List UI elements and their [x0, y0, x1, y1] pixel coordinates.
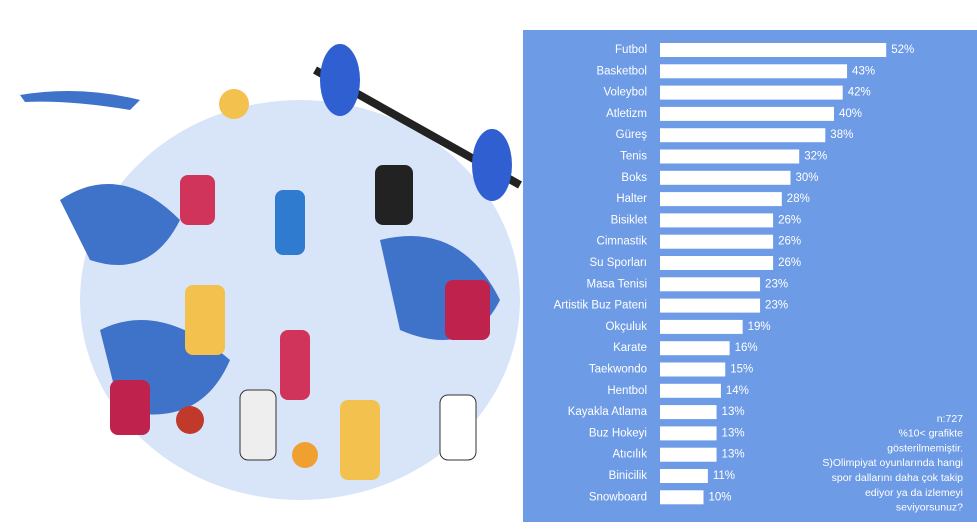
category-label: Atletizm [606, 108, 647, 120]
athlete [439, 394, 477, 461]
value-label: 23% [765, 278, 788, 290]
note: S)Olimpiyat oyunlarında hangi [822, 457, 963, 469]
note: gösterilmemiştir. [887, 442, 963, 454]
bar [660, 362, 726, 377]
bar [660, 85, 843, 100]
category-label: Artistik Buz Pateni [554, 300, 647, 312]
note: ediyor ya da izlemeyi [865, 487, 963, 499]
value-label: 32% [804, 151, 827, 163]
athlete [185, 285, 225, 355]
athlete [340, 400, 380, 480]
bar [660, 170, 791, 185]
value-label: 26% [778, 236, 801, 248]
plate [320, 44, 360, 116]
category-label: Tenis [620, 151, 647, 163]
plate [472, 129, 512, 201]
category-label: Cimnastik [597, 236, 648, 248]
value-label: 16% [735, 342, 758, 354]
category-label: Buz Hokeyi [589, 427, 647, 439]
bar [660, 469, 708, 483]
category-label: Taekwondo [589, 364, 647, 376]
category-label: Binicilik [609, 470, 648, 482]
category-label: Masa Tenisi [586, 278, 647, 290]
value-label: 38% [830, 129, 853, 141]
bar [660, 298, 761, 313]
category-label: Karate [613, 342, 647, 354]
category-label: Halter [616, 193, 647, 205]
category-label: Snowboard [589, 491, 647, 503]
note: spor dallarını daha çok takip [832, 472, 963, 484]
illustration [20, 44, 522, 500]
bar [660, 383, 721, 398]
bar [660, 192, 782, 207]
athlete [275, 190, 305, 255]
value-label: 42% [848, 87, 871, 99]
bar [660, 490, 704, 505]
value-label: 10% [709, 491, 732, 503]
value-label: 15% [730, 364, 753, 376]
value-label: 14% [726, 385, 749, 397]
category-label: Kayakla Atlama [568, 406, 648, 418]
athlete [180, 175, 215, 225]
note: %10< grafikte [899, 428, 964, 440]
bar [660, 405, 717, 420]
bar [660, 341, 730, 356]
bar [660, 256, 774, 270]
value-label: 40% [839, 108, 862, 120]
athlete [239, 389, 277, 461]
bar [660, 106, 834, 121]
category-label: Voleybol [604, 87, 647, 99]
athlete [280, 330, 310, 400]
note: seviyorsunuz? [896, 502, 963, 514]
value-label: 30% [796, 172, 819, 184]
bar [660, 234, 774, 249]
athlete [445, 280, 490, 340]
ball [176, 406, 204, 434]
category-label: Su Sporları [589, 257, 647, 269]
category-label: Futbol [615, 44, 647, 56]
bar [660, 277, 761, 292]
note: n:727 [937, 413, 963, 425]
value-label: 19% [748, 321, 771, 333]
value-label: 11% [713, 470, 735, 482]
athlete [110, 380, 150, 435]
bar [660, 213, 774, 228]
bar [660, 64, 848, 79]
category-label: Okçuluk [605, 321, 647, 333]
category-label: Atıcılık [612, 449, 647, 461]
value-label: 13% [722, 406, 745, 418]
bar [660, 447, 717, 462]
athlete [375, 165, 413, 225]
value-label: 52% [891, 44, 914, 56]
bar [660, 128, 826, 143]
value-label: 13% [722, 449, 745, 461]
category-label: Basketbol [596, 65, 647, 77]
bar [660, 149, 800, 164]
value-label: 13% [722, 427, 745, 439]
ball [292, 442, 318, 468]
value-label: 23% [765, 300, 788, 312]
bar [660, 319, 743, 334]
value-label: 28% [787, 193, 810, 205]
ball [219, 89, 249, 119]
splash [60, 184, 180, 265]
category-label: Boks [621, 172, 647, 184]
splash [20, 91, 140, 110]
bar [660, 426, 717, 441]
category-label: Güreş [616, 129, 648, 141]
value-label: 26% [778, 214, 801, 226]
value-label: 43% [852, 65, 875, 77]
bar [660, 43, 887, 57]
category-label: Hentbol [607, 385, 647, 397]
value-label: 26% [778, 257, 801, 269]
category-label: Bisiklet [611, 214, 648, 226]
